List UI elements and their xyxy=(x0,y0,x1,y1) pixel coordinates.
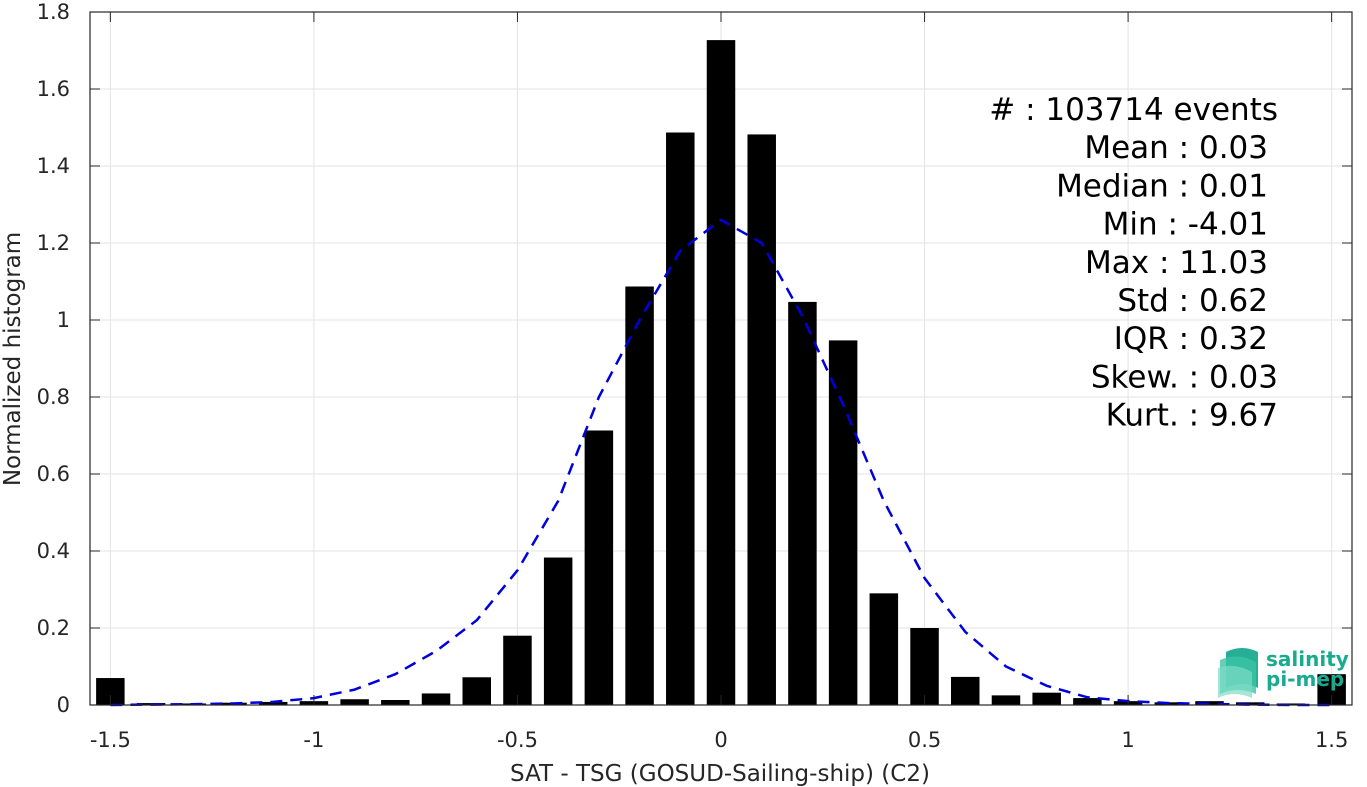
bars xyxy=(96,40,1346,706)
stat-line: Median : 0.01 xyxy=(1056,168,1268,204)
histogram-bar xyxy=(584,430,614,705)
y-tick-labels: 0 0.2 0.4 0.6 0.8 1 1.2 1.4 1.6 1.8 xyxy=(37,0,70,717)
histogram-bar xyxy=(747,134,776,705)
logo-text-line2: pi-mep xyxy=(1266,667,1344,691)
y-tick-label: 1 xyxy=(57,308,70,332)
histogram-bar xyxy=(666,132,695,705)
x-tick-label: 1 xyxy=(1121,728,1134,752)
stat-line: IQR : 0.32 xyxy=(1114,321,1268,357)
histogram-bar xyxy=(543,557,573,705)
x-tick-label: -0.5 xyxy=(497,728,538,752)
y-tick-label: 0 xyxy=(57,693,70,717)
x-axis-label: SAT - TSG (GOSUD-Sailing-ship) (C2) xyxy=(510,761,930,787)
histogram-bar xyxy=(625,286,654,705)
y-tick-label: 1.4 xyxy=(37,154,70,178)
y-axis-label: Normalized histogram xyxy=(0,232,26,486)
histogram-bar xyxy=(503,635,532,705)
logo-wave-icon xyxy=(1218,648,1258,698)
histogram-bar xyxy=(828,340,858,705)
y-tick-label: 1.8 xyxy=(37,0,70,24)
stat-line: Std : 0.62 xyxy=(1117,283,1268,319)
x-tick-labels: -1.5 -1 -0.5 0 0.5 1 1.5 xyxy=(90,728,1348,752)
histogram-bar xyxy=(991,695,1021,705)
y-tick-label: 1.2 xyxy=(37,231,70,255)
stat-line: # : 103714 events xyxy=(989,92,1278,128)
histogram-bar xyxy=(258,701,288,705)
stat-line: Min : -4.01 xyxy=(1103,207,1268,243)
histogram-bar xyxy=(1195,701,1224,705)
histogram-bar xyxy=(951,676,980,705)
stat-line: Mean : 0.03 xyxy=(1084,130,1268,166)
histogram-bar xyxy=(1235,702,1265,705)
stat-line: Max : 11.03 xyxy=(1085,245,1268,281)
histogram-bar xyxy=(910,628,939,705)
x-tick-label: 1.5 xyxy=(1315,728,1348,752)
histogram-bar xyxy=(421,693,451,705)
histogram-bar xyxy=(462,677,491,705)
histogram-bar xyxy=(706,40,736,706)
axis-ticks xyxy=(90,11,1352,706)
histogram-bar xyxy=(1032,692,1061,705)
histogram-bar xyxy=(340,699,369,705)
logo-text-line1: salinity xyxy=(1266,647,1349,671)
histogram-bar xyxy=(1073,698,1102,705)
histogram-bar xyxy=(1276,703,1306,705)
y-tick-label: 0.4 xyxy=(37,539,70,563)
stat-line: Skew. : 0.03 xyxy=(1091,359,1278,395)
x-tick-label: 0 xyxy=(714,728,727,752)
y-tick-label: 0.2 xyxy=(37,616,70,640)
y-tick-label: 1.6 xyxy=(37,77,70,101)
salinity-pi-mep-logo: salinity pi-mep xyxy=(1218,647,1349,698)
x-tick-label: -1 xyxy=(303,728,324,752)
x-tick-label: 0.5 xyxy=(908,728,941,752)
histogram-bar xyxy=(381,699,410,705)
stat-line: Kurt. : 9.67 xyxy=(1106,398,1278,434)
y-tick-label: 0.8 xyxy=(37,385,70,409)
histogram-bar xyxy=(869,593,899,705)
histogram-bar xyxy=(788,301,817,705)
x-tick-label: -1.5 xyxy=(90,728,131,752)
y-tick-label: 0.6 xyxy=(37,462,70,486)
